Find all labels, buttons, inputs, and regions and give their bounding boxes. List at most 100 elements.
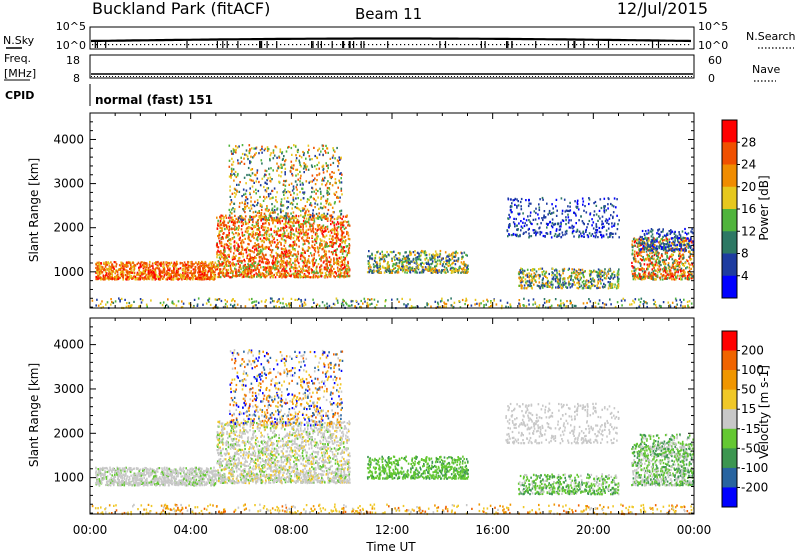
echo-cell xyxy=(224,261,227,264)
nsearch-dot xyxy=(608,44,610,46)
nsearch-tick-top: 10^5 xyxy=(698,20,728,33)
echo-cell xyxy=(277,213,279,216)
echo-cell xyxy=(577,272,580,275)
echo-cell xyxy=(557,280,559,283)
nsearch-dot xyxy=(680,44,682,46)
echo-cell xyxy=(326,228,329,231)
echo-cell xyxy=(225,225,228,228)
echo-cell xyxy=(242,252,244,255)
echo-cell xyxy=(314,250,317,253)
echo-cell xyxy=(612,205,615,208)
echo-cell xyxy=(328,268,331,271)
echo-cell xyxy=(268,241,271,244)
echo-cell xyxy=(336,229,338,232)
echo-cell xyxy=(603,277,606,280)
echo-cell xyxy=(280,171,283,174)
echo-cell xyxy=(250,196,252,199)
echo-cell xyxy=(341,224,344,227)
echo-cell xyxy=(261,250,263,253)
echo-cell xyxy=(344,220,346,223)
echo-cell xyxy=(312,212,314,215)
echo-cell xyxy=(372,263,375,266)
echo-cell xyxy=(241,195,243,198)
echo-cell xyxy=(267,259,270,262)
echo-cell xyxy=(340,209,343,212)
echo-cell xyxy=(297,260,299,263)
echo-cell xyxy=(175,274,178,278)
echo-cell xyxy=(311,244,313,247)
echo-cell xyxy=(424,267,427,270)
echo-cell xyxy=(284,180,287,183)
echo-cell xyxy=(287,252,289,255)
nsearch-dot xyxy=(256,44,258,46)
echo-cell xyxy=(297,262,300,265)
echo-cell xyxy=(216,256,218,259)
echo-cell xyxy=(232,149,235,152)
echo-cell xyxy=(137,261,140,264)
echo-cell xyxy=(216,263,218,266)
nsearch-dot xyxy=(344,44,346,46)
echo-cell xyxy=(527,284,529,287)
echo-cell xyxy=(586,226,588,229)
echo-cell xyxy=(258,253,260,256)
echo-cell xyxy=(267,262,270,265)
echo-cell xyxy=(336,196,338,199)
echo-cell xyxy=(230,208,233,211)
echo-cell xyxy=(222,217,225,220)
echo-cell xyxy=(617,278,619,281)
echo-cell xyxy=(323,250,326,253)
echo-cell xyxy=(187,274,190,277)
echo-cell xyxy=(527,204,530,208)
echo-cell xyxy=(595,223,598,226)
echo-cell xyxy=(269,240,272,243)
echo-cell xyxy=(531,277,534,280)
echo-cell xyxy=(235,232,237,235)
echo-cell xyxy=(229,247,232,250)
echo-cell xyxy=(316,271,318,275)
echo-cell xyxy=(582,287,584,290)
echo-cell xyxy=(404,271,406,274)
echo-cell xyxy=(603,197,606,200)
echo-cell xyxy=(281,219,284,223)
echo-cell xyxy=(218,272,221,275)
echo-cell xyxy=(594,231,596,234)
echo-cell xyxy=(288,215,290,218)
echo-cell xyxy=(611,274,613,277)
echo-cell xyxy=(533,268,536,271)
echo-cell xyxy=(613,224,615,227)
echo-cell xyxy=(152,267,154,270)
echo-cell xyxy=(249,178,251,181)
nsky-line xyxy=(90,37,692,43)
echo-cell xyxy=(296,183,298,186)
echo-cell xyxy=(332,272,334,275)
echo-cell xyxy=(386,262,389,266)
echo-cell xyxy=(522,280,525,283)
echo-cell xyxy=(452,261,455,264)
echo-cell xyxy=(259,203,262,206)
echo-cell xyxy=(317,228,319,231)
echo-cell xyxy=(247,258,250,261)
echo-cell xyxy=(282,226,285,229)
echo-cell xyxy=(110,265,112,269)
echo-cell xyxy=(329,182,331,185)
echo-cell xyxy=(539,198,541,201)
echo-cell xyxy=(527,215,529,218)
echo-cell xyxy=(455,259,458,262)
echo-cell xyxy=(270,228,272,231)
echo-cell xyxy=(327,180,329,183)
echo-cell xyxy=(166,278,169,281)
echo-cell xyxy=(342,220,345,223)
echo-cell xyxy=(267,269,270,272)
echo-cell xyxy=(249,255,252,259)
echo-cell xyxy=(439,249,442,253)
echo-cell xyxy=(558,273,561,276)
echo-cell xyxy=(97,271,99,274)
echo-cell xyxy=(256,169,259,172)
echo-cell xyxy=(459,266,461,269)
echo-cell xyxy=(147,275,149,278)
echo-cell xyxy=(467,264,469,267)
echo-cell xyxy=(276,246,278,249)
echo-cell xyxy=(201,272,203,276)
echo-cell xyxy=(466,266,468,269)
echo-cell xyxy=(245,196,248,199)
